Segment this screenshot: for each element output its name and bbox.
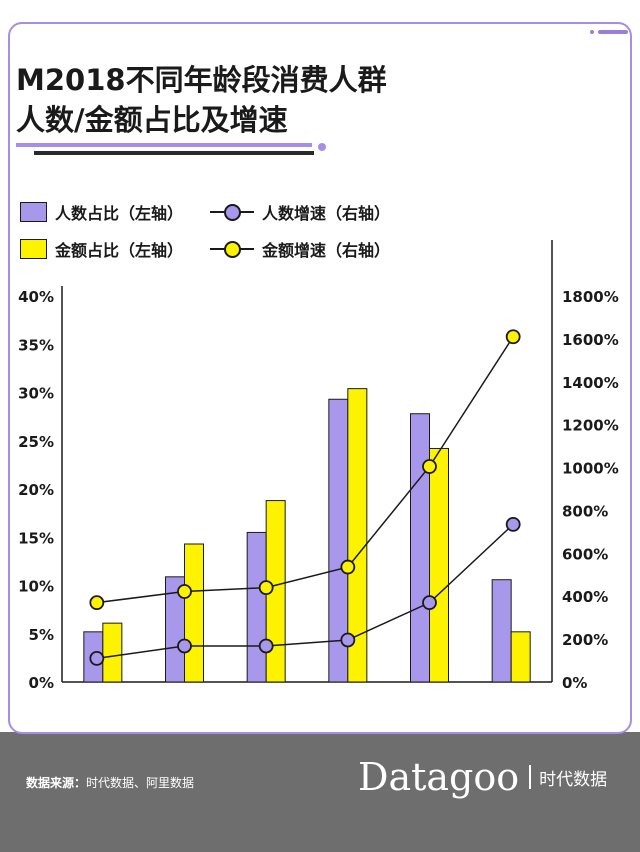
legend-amount-share-label: 金额占比（左轴） [55, 241, 184, 260]
left-tick-label: 0% [29, 674, 54, 692]
point-amount-growth [505, 329, 521, 345]
left-tick-label: 40% [18, 288, 54, 306]
right-tick-label: 1200% [562, 417, 619, 435]
point-amount-growth [258, 580, 274, 596]
point-amount-growth [89, 595, 105, 611]
point-people-growth [177, 638, 192, 654]
line-people-growth [96, 523, 514, 660]
bar-amount-share [429, 447, 449, 683]
brand-logo: Datagoo 时代数据 [358, 752, 607, 802]
legend-swatch-purple [20, 202, 47, 222]
point-people-growth [89, 651, 105, 666]
left-tick-label: 5% [29, 626, 54, 644]
right-tick-label: 200% [562, 631, 608, 649]
data-source-text: 时代数据、阿里数据 [86, 776, 195, 790]
legend-amount-growth: 金额增速（右轴） [210, 238, 390, 260]
title-line-1: M2018不同年龄段消费人群 [16, 63, 387, 97]
corner-decoration [590, 30, 628, 34]
chart-lines [89, 329, 521, 666]
line-amount-growth [96, 336, 514, 604]
point-amount-growth [177, 584, 192, 599]
right-tick-label: 800% [562, 502, 608, 520]
bar-amount-share [184, 543, 204, 683]
right-tick-label: 1400% [562, 374, 619, 392]
chart-card [8, 22, 632, 734]
right-tick-label: 1800% [562, 288, 619, 306]
legend-amount-growth-label: 金额增速（右轴） [262, 241, 391, 260]
point-amount-growth [340, 559, 356, 575]
title-underline-shadow [34, 151, 314, 155]
brand-cn: 时代数据 [539, 769, 608, 790]
chart-bars [83, 388, 531, 683]
legend-amount-share: 金额占比（左轴） [20, 238, 183, 260]
bar-amount-share [510, 631, 531, 683]
right-tick-label: 1600% [562, 331, 619, 349]
left-tick-label: 35% [18, 336, 54, 354]
bar-people-share [246, 531, 267, 683]
left-tick-label: 10% [18, 578, 54, 596]
bar-amount-share [347, 388, 368, 683]
legend-people-growth: 人数增速（右轴） [210, 201, 390, 223]
legend-line-purple [210, 202, 254, 222]
point-people-growth [258, 638, 274, 654]
bar-amount-share [102, 622, 123, 683]
legend-swatch-yellow [20, 239, 47, 259]
right-tick-label: 1000% [562, 460, 619, 478]
right-tick-label: 0% [562, 674, 587, 692]
chart-title: M2018不同年龄段消费人群 人数/金额占比及增速 [16, 60, 456, 140]
point-people-growth [340, 632, 356, 648]
legend-people-share-label: 人数占比（左轴） [55, 204, 184, 223]
left-tick-label: 15% [18, 529, 54, 547]
bar-people-share [491, 579, 512, 683]
legend-people-share: 人数占比（左轴） [20, 201, 183, 223]
data-source-label: 数据来源： [26, 776, 87, 790]
point-people-growth [505, 516, 521, 532]
data-source: 数据来源：时代数据、阿里数据 [26, 774, 194, 791]
left-tick-label: 20% [18, 481, 54, 499]
chart-axes [61, 240, 553, 683]
left-tick-label: 30% [18, 385, 54, 403]
legend-line-yellow [210, 239, 254, 259]
title-underline [16, 143, 312, 147]
point-people-growth [422, 595, 437, 611]
left-tick-label: 25% [18, 433, 54, 451]
point-amount-growth [422, 459, 437, 474]
title-underline-dot [318, 143, 326, 151]
footer-band [0, 732, 640, 852]
chart-ticks: 0% 5% 10% 15% 20% 25% 30% 35% 40% 0% 200% 400% 600% 8… [18, 288, 619, 692]
title-line-2: 人数/金额占比及增速 [16, 103, 288, 137]
legend-people-growth-label: 人数增速（右轴） [262, 204, 391, 223]
brand-separator [529, 765, 532, 789]
bar-people-share [410, 413, 430, 683]
brand-name: Datagoo [358, 755, 520, 799]
right-tick-label: 600% [562, 545, 608, 563]
right-tick-label: 400% [562, 588, 608, 606]
